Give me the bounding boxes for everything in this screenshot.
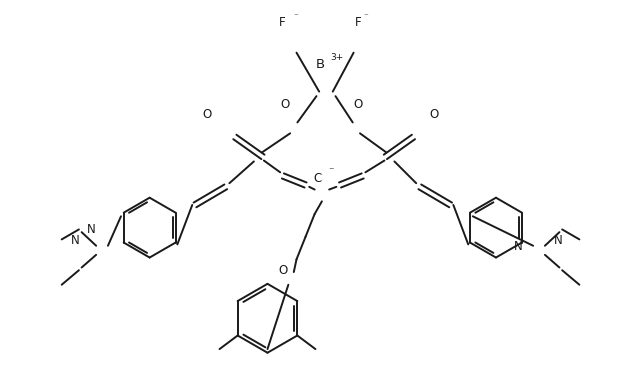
Text: 3+: 3+ xyxy=(330,54,343,62)
Text: O: O xyxy=(429,108,439,122)
Text: N: N xyxy=(71,234,80,246)
Text: ⁻: ⁻ xyxy=(328,166,334,176)
Text: O: O xyxy=(353,99,363,111)
Text: C: C xyxy=(314,172,322,184)
Text: N: N xyxy=(553,234,562,246)
Text: F: F xyxy=(278,15,285,28)
Text: O: O xyxy=(203,108,211,122)
Text: B: B xyxy=(316,58,324,72)
Text: N: N xyxy=(87,223,96,236)
Text: N: N xyxy=(514,239,522,253)
Text: F: F xyxy=(355,15,362,28)
Text: ⁻: ⁻ xyxy=(293,12,298,22)
Text: O: O xyxy=(278,264,288,277)
Text: ⁻: ⁻ xyxy=(363,12,368,22)
Text: O: O xyxy=(280,99,290,111)
